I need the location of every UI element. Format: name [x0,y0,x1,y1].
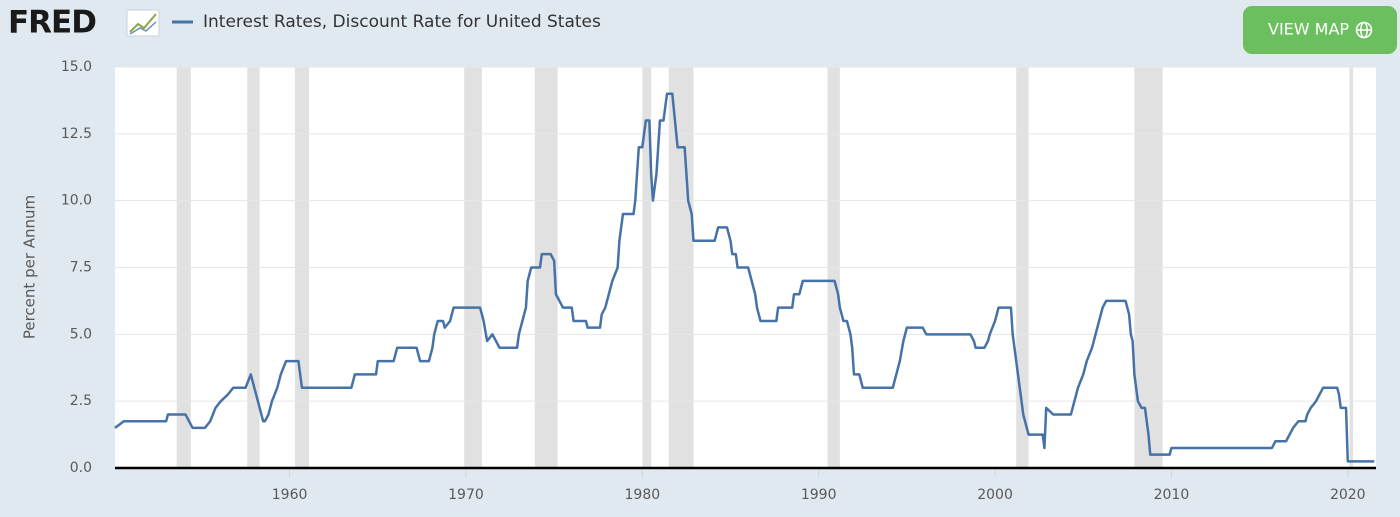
x-tick-label: 2010 [1154,487,1190,503]
x-tick-label: 1970 [448,487,484,503]
x-tick-label: 2000 [977,487,1013,503]
y-tick-label: 7.5 [70,260,92,276]
legend-label: Interest Rates, Discount Rate for United… [203,12,601,32]
view-map-button[interactable]: VIEW MAP [1243,6,1397,54]
y-tick-label: 12.5 [61,126,92,142]
globe-icon[interactable] [1355,21,1373,39]
y-tick-label: 2.5 [70,393,92,409]
y-axis-label: Percent per Annum [21,195,39,339]
logo-icon [126,9,160,37]
button-bg[interactable] [1243,6,1397,54]
x-tick-label: 1960 [272,487,308,503]
x-tick-label: 2020 [1330,487,1366,503]
y-tick-label: 5.0 [70,326,92,342]
x-tick-label: 1980 [625,487,661,503]
logo: FRED [8,5,96,41]
button-label[interactable]: VIEW MAP [1268,20,1349,39]
y-tick-label: 15.0 [61,59,92,75]
x-tick-label: 1990 [801,487,837,503]
data-line [114,92,1375,463]
y-tick-label: 0.0 [70,460,92,476]
y-tick-label: 10.0 [61,193,92,209]
